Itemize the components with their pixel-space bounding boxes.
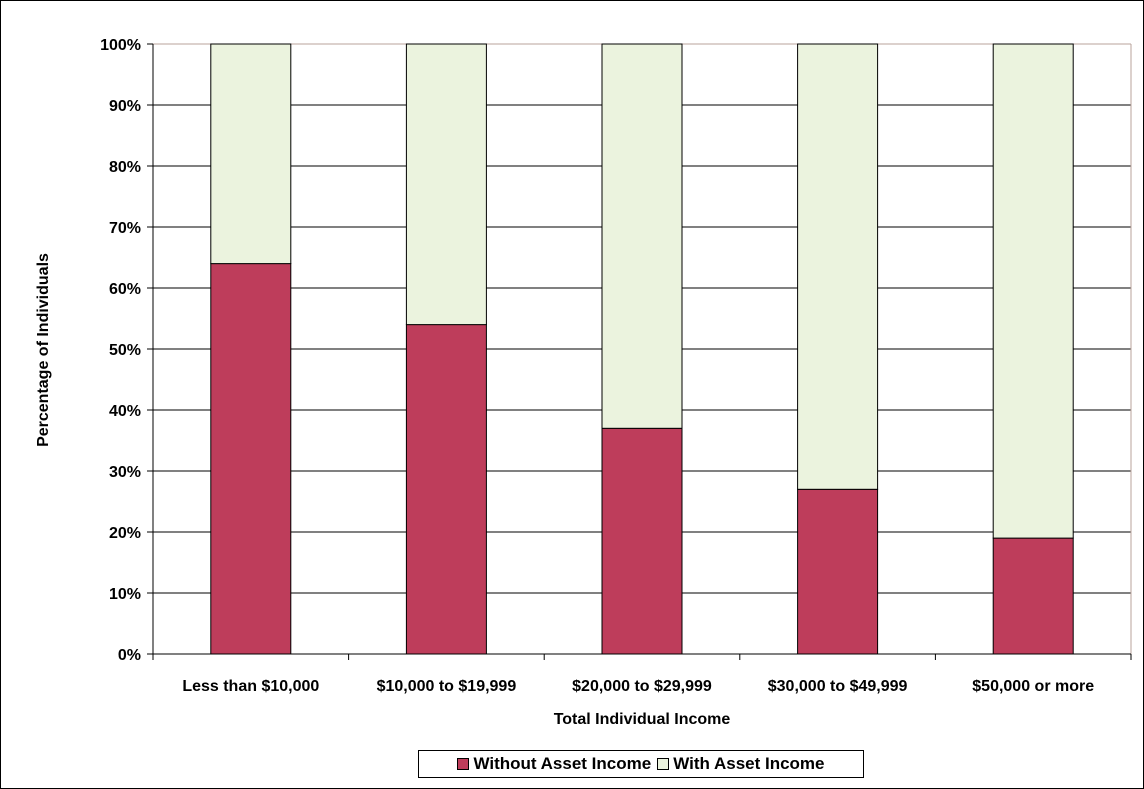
legend-swatch (657, 758, 670, 770)
bar-segment (210, 263, 292, 655)
bar-segment (210, 43, 292, 265)
bar-segment (992, 537, 1074, 655)
bar-segment (797, 488, 879, 655)
y-tick-label: 10% (109, 586, 141, 603)
bar-segment (992, 43, 1074, 539)
y-tick-label: 100% (100, 37, 141, 54)
y-axis-title: Percentage of Individuals (35, 253, 52, 447)
bar-segment (797, 43, 879, 490)
y-tick-label: 90% (109, 98, 141, 115)
y-tick-labels: 0% 10% 20% 30% 40% 50% 60% 70% 80% 90% 100% (100, 37, 141, 664)
bar-segment (405, 324, 487, 655)
x-tick-label: $50,000 or more (972, 678, 1094, 695)
x-tick-label: Less than $10,000 (182, 678, 319, 695)
y-tick-label: 70% (109, 220, 141, 237)
y-tick-label: 50% (109, 342, 141, 359)
y-tick-label: 80% (109, 159, 141, 176)
bar-segment (405, 43, 487, 326)
x-tick-label: $20,000 to $29,999 (572, 678, 712, 695)
legend-label: With Asset Income (673, 754, 825, 773)
legend-label: Without Asset Income (473, 754, 652, 773)
y-tick-label: 20% (109, 525, 141, 542)
x-axis-title: Total Individual Income (554, 711, 731, 728)
y-tick-label: 0% (118, 647, 141, 664)
bars (210, 43, 1074, 655)
y-tick-label: 60% (109, 281, 141, 298)
legend: Without Asset Income With Asset Income (418, 750, 864, 778)
legend-item-without-asset-income: Without Asset Income (457, 754, 651, 774)
legend-swatch (457, 758, 470, 770)
y-tick-label: 30% (109, 464, 141, 481)
x-tick-label: $10,000 to $19,999 (377, 678, 517, 695)
bar-segment (601, 43, 683, 429)
bar-segment (601, 427, 683, 655)
x-tick-labels: Less than $10,000 $10,000 to $19,999 $20,0… (182, 678, 1094, 695)
axes (147, 43, 1132, 660)
y-tick-label: 40% (109, 403, 141, 420)
x-tick-label: $30,000 to $49,999 (768, 678, 908, 695)
legend-item-with-asset-income: With Asset Income (657, 754, 825, 774)
